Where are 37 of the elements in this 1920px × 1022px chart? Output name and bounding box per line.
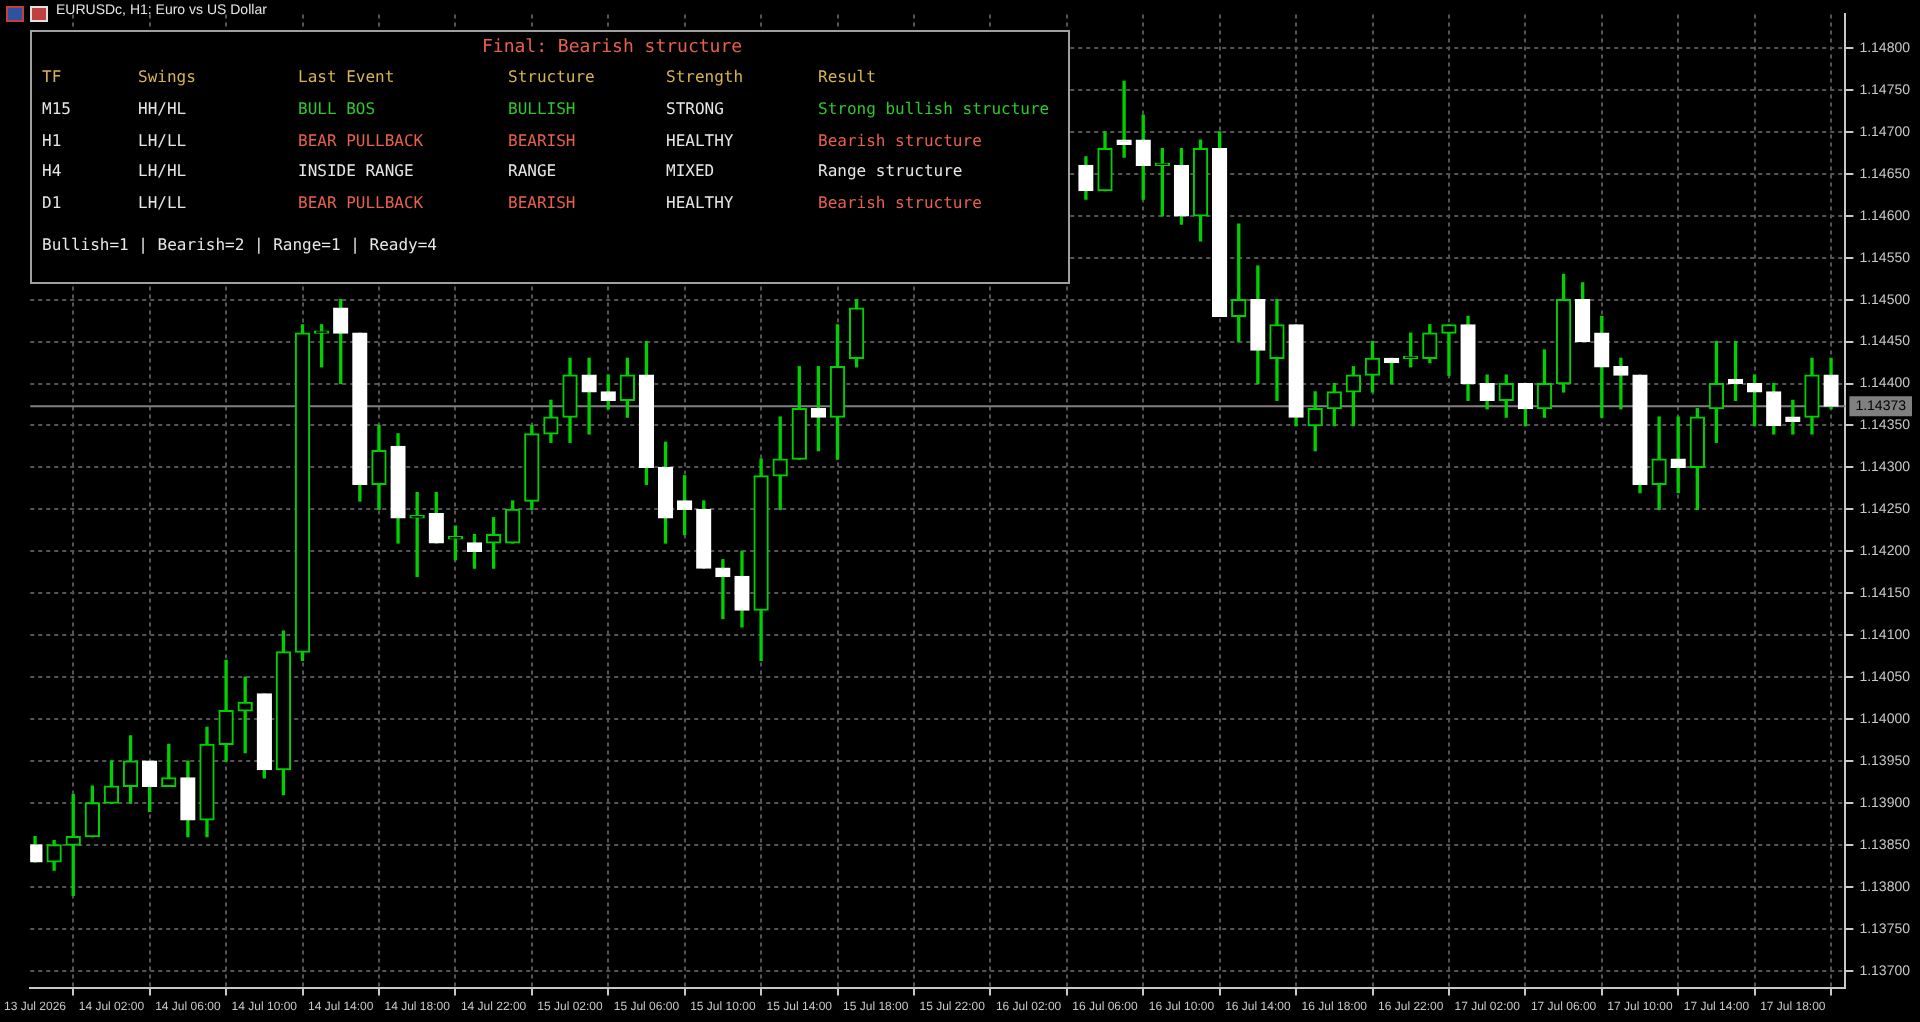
annotation: MIXED <box>666 162 715 181</box>
annotation: HEALTHY <box>666 194 734 213</box>
annotation: D1 <box>42 194 62 213</box>
annotation: H1 <box>42 131 62 150</box>
annotation: LH/HL <box>138 162 187 181</box>
category-label: TF <box>42 68 62 86</box>
annotation: M15 <box>42 100 71 118</box>
annotation: BEARISH <box>508 131 576 150</box>
annotation: HH/HL <box>138 100 187 118</box>
annotation: STRONG <box>666 100 724 118</box>
candlestick <box>1441 324 1457 376</box>
candlestick <box>1613 357 1629 410</box>
annotation: HEALTHY <box>666 131 734 150</box>
category-label: Strength <box>666 68 744 86</box>
annotation: Bearish structure <box>818 131 982 150</box>
annotation: RANGE <box>508 162 557 181</box>
candlestick <box>715 559 731 620</box>
category-label: Swings <box>138 68 196 86</box>
text: Final: Bearish structure <box>482 38 743 58</box>
category-label: Result <box>818 68 876 86</box>
annotation: BULLISH <box>508 100 576 118</box>
annotation: LH/LL <box>138 194 187 213</box>
category-label: Last Event <box>298 68 395 86</box>
annotation: Bearish structure <box>818 194 982 213</box>
annotation: Bullish=1 | Bearish=2 | Range=1 | Ready=4 <box>42 235 437 254</box>
annotation: INSIDE RANGE <box>298 162 414 181</box>
candlestick <box>1785 399 1801 435</box>
annotation: H4 <box>42 162 62 181</box>
annotation: Range structure <box>818 162 963 181</box>
annotation: BEAR PULLBACK <box>298 194 424 213</box>
annotation: BEARISH <box>508 194 576 213</box>
annotation: BULL BOS <box>298 100 376 118</box>
category-label: Structure <box>508 68 595 86</box>
annotation: LH/LL <box>138 131 187 150</box>
annotation: Strong bullish structure <box>818 100 1050 118</box>
candlestick <box>581 357 597 435</box>
annotation: BEAR PULLBACK <box>298 131 424 150</box>
